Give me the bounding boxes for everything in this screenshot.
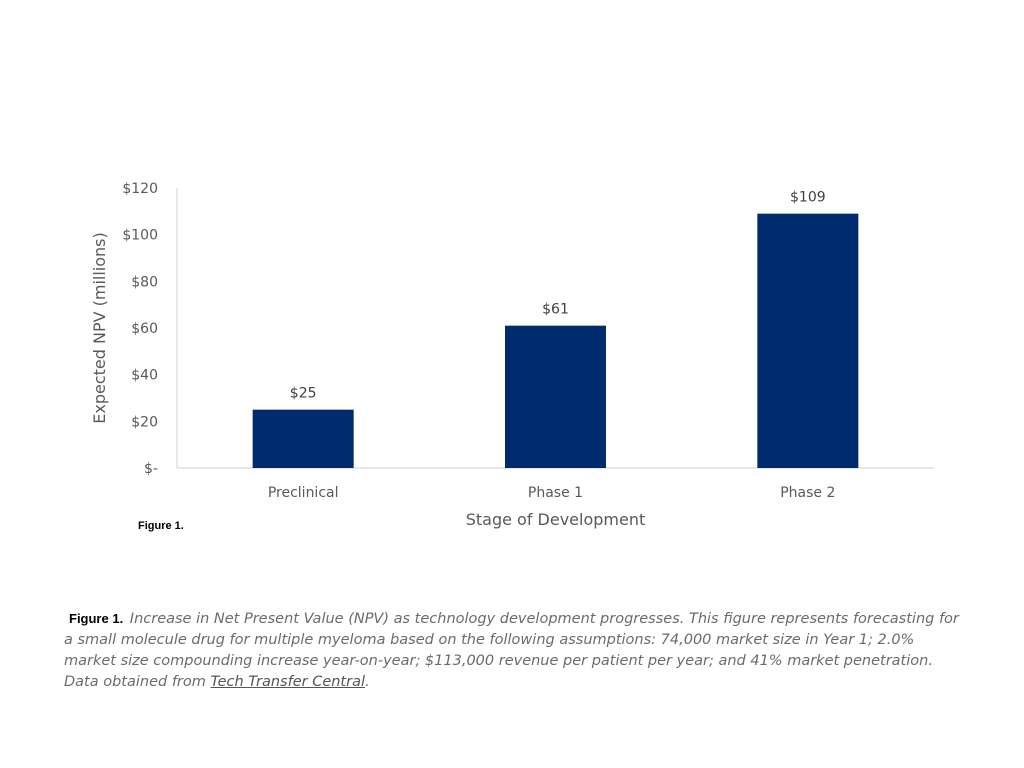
bar-phase-2 [757,213,859,468]
y-tick-label: $20 [131,414,158,430]
y-tick-label: $100 [122,228,158,244]
bar-phase-1 [505,325,606,468]
x-tick-label: Phase 2 [780,485,835,501]
x-axis-title: Stage of Development [466,510,646,529]
figure-caption: Figure 1. Increase in Net Present Value … [64,608,964,693]
bars: $25 $61 $109 [252,190,859,468]
x-tick-label: Preclinical [268,485,339,501]
y-tick-label: $60 [131,321,158,337]
caption-end: . [365,674,370,690]
source-link[interactable]: Tech Transfer Central [210,674,365,690]
caption-figure-label: Figure 1. [69,611,124,626]
y-tick-label: $- [144,461,158,477]
x-axis-ticks: Preclinical Phase 1 Phase 2 [268,485,836,501]
y-axis-ticks: $- $20 $40 $60 $80 $100 $120 [122,181,158,477]
data-label: $109 [790,190,826,206]
data-label: $25 [290,386,317,402]
y-tick-label: $120 [122,181,158,197]
y-axis-title: Expected NPV (millions) [90,232,109,424]
npv-bar-chart: $- $20 $40 $60 $80 $100 $120 $25 $61 $109 Precli… [90,181,934,529]
y-tick-label: $40 [131,368,158,384]
bar-preclinical [252,409,354,468]
caption-text: Increase in Net Present Value (NPV) as t… [64,611,959,690]
figure-label-small: Figure 1. [138,520,184,532]
x-tick-label: Phase 1 [528,485,583,501]
data-label: $61 [542,302,569,318]
y-tick-label: $80 [131,274,158,290]
